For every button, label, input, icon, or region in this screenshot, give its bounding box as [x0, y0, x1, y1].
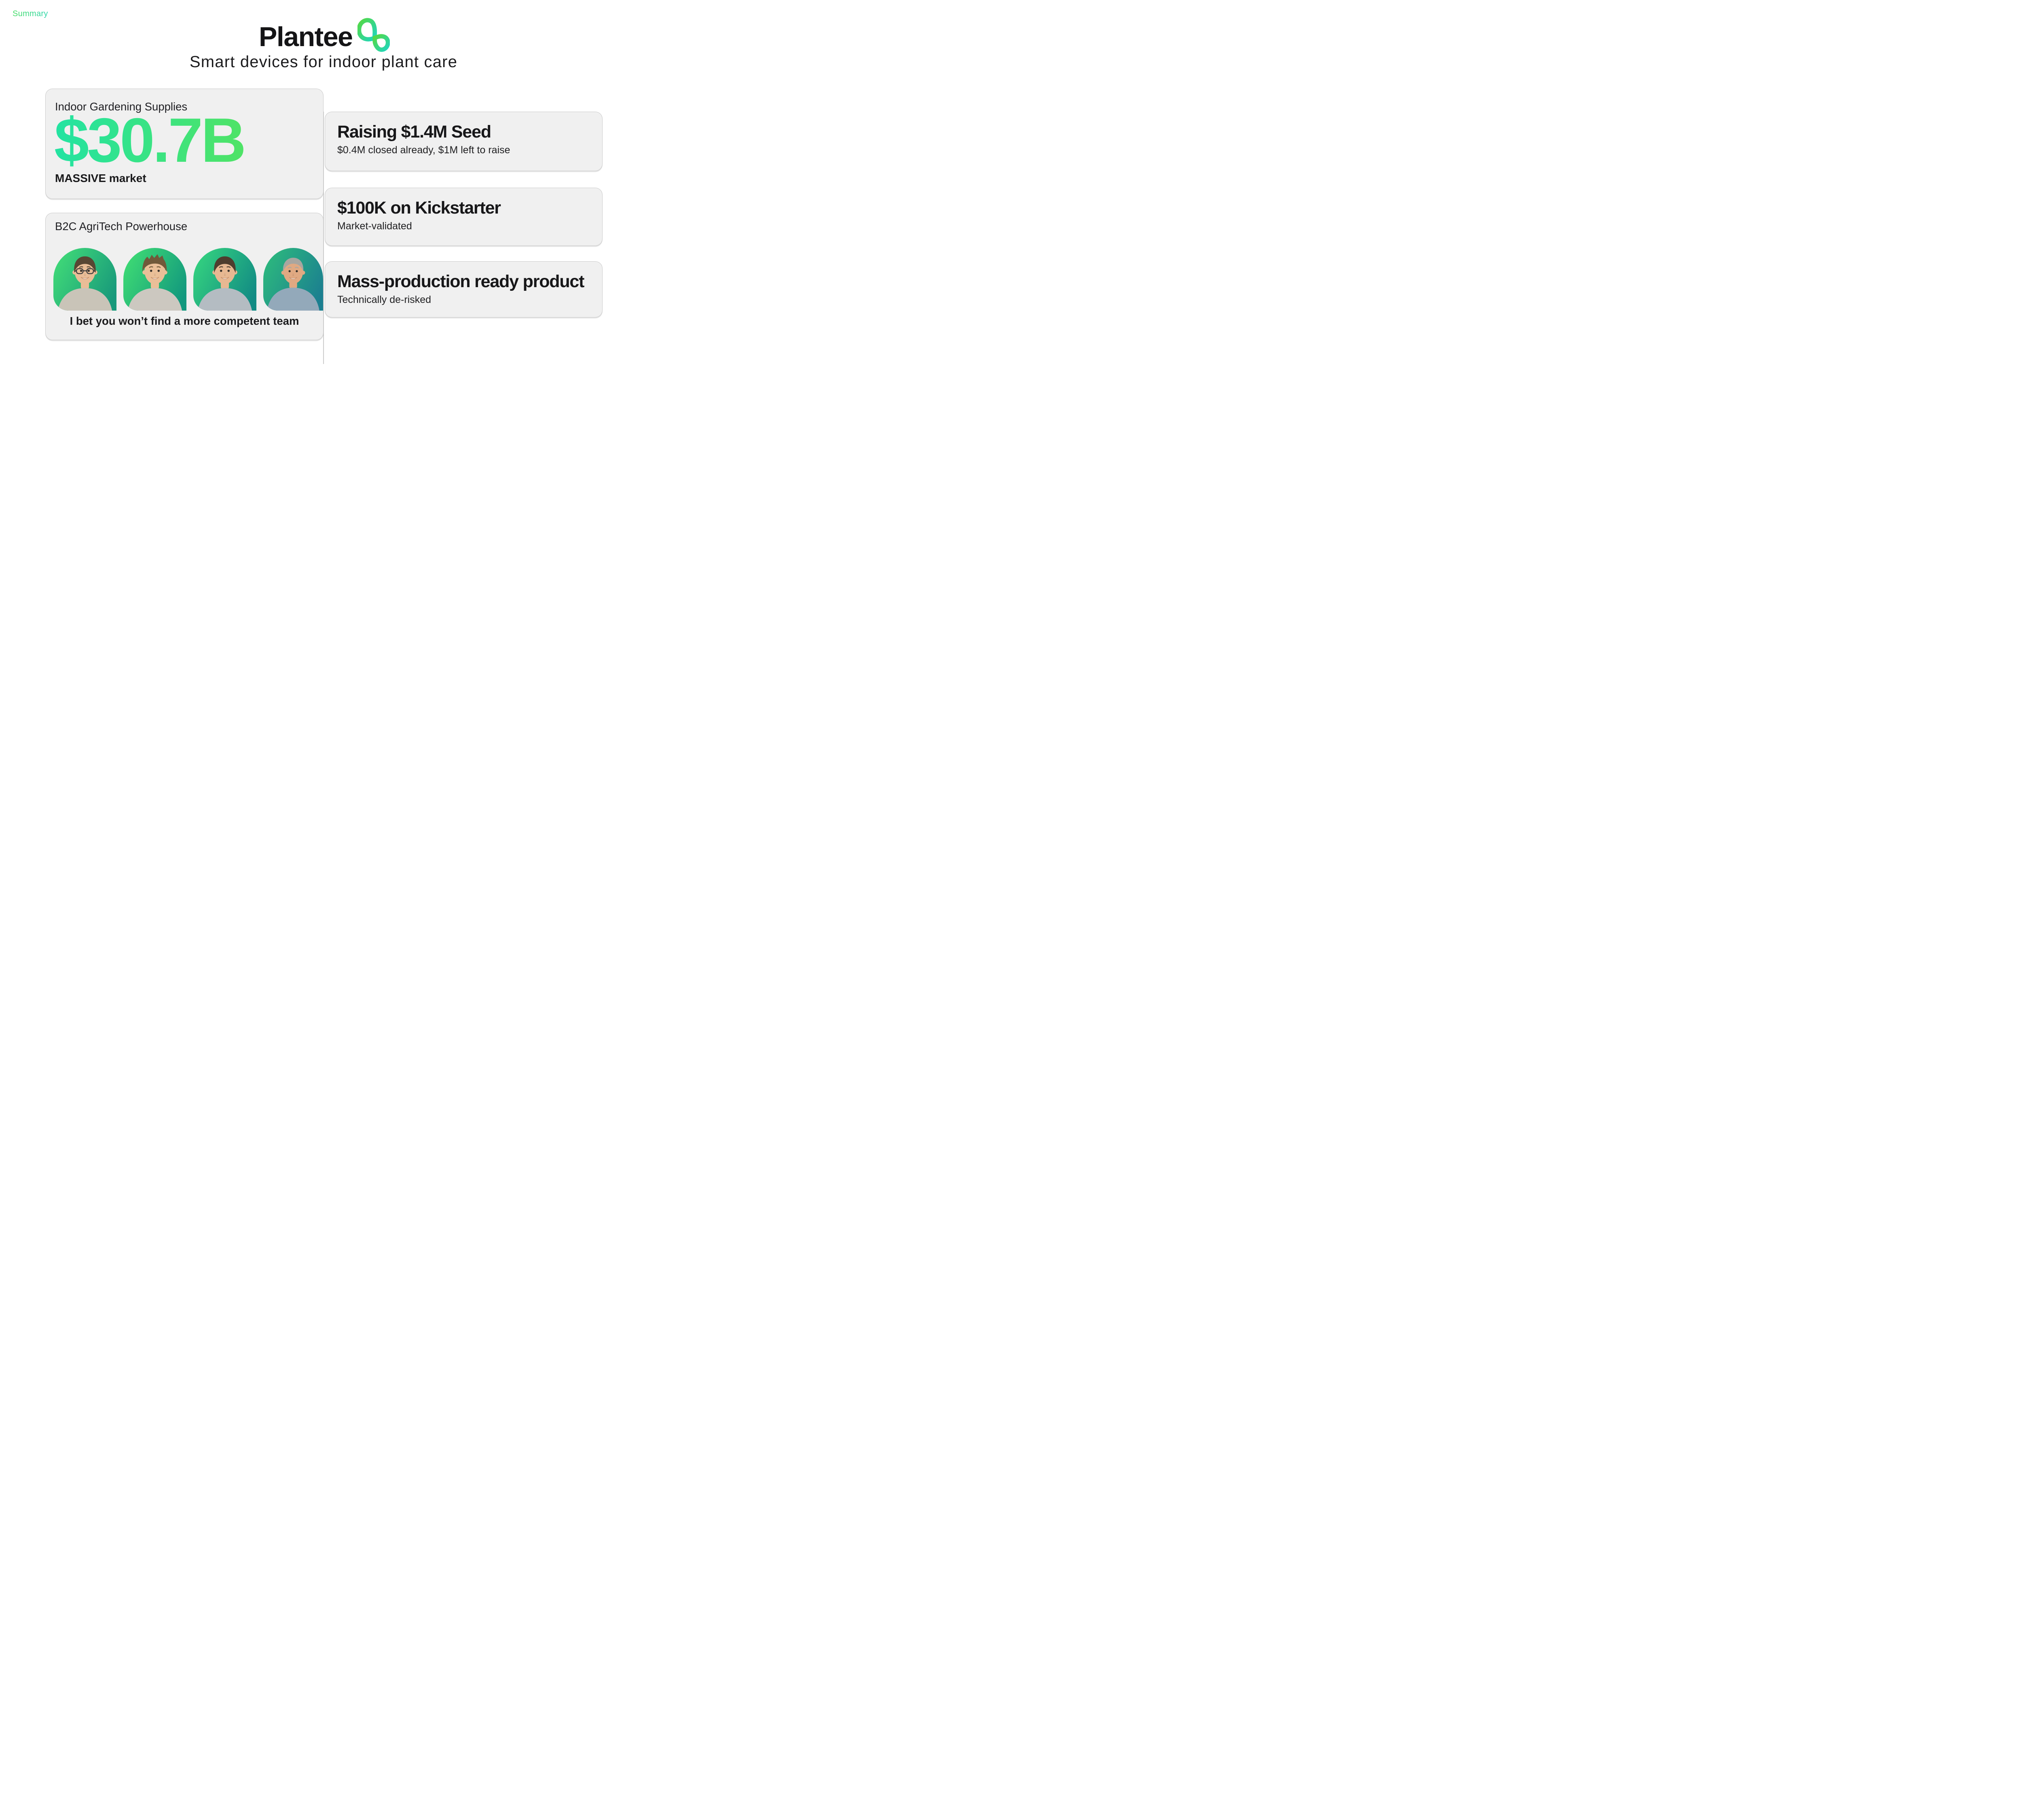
team-member-photo — [123, 248, 186, 311]
logo-wordmark: Plantee — [259, 21, 353, 52]
production-title: Mass-production ready product — [337, 272, 584, 291]
kickstarter-title: $100K on Kickstarter — [337, 198, 501, 218]
production-subtitle: Technically de-risked — [337, 294, 431, 305]
market-card-note: MASSIVE market — [55, 172, 146, 184]
team-card-title: B2C AgriTech Powerhouse — [55, 220, 188, 233]
team-member-photo — [263, 248, 323, 311]
team-card: B2C AgriTech Powerhouse — [45, 213, 324, 340]
production-card: Mass-production ready product Technicall… — [325, 261, 603, 317]
slide-section-label: Summary — [13, 9, 48, 18]
market-size-value: $30.7B — [54, 105, 246, 175]
market-card: Indoor Gardening Supplies $30.7B MASSIVE… — [45, 89, 324, 199]
seed-round-subtitle: $0.4M closed already, $1M left to raise — [337, 144, 510, 156]
kickstarter-card: $100K on Kickstarter Market-validated — [325, 188, 603, 246]
team-member-photo — [193, 248, 256, 311]
market-card-title: Indoor Gardening Supplies — [55, 100, 188, 113]
plantee-leaf-logo-icon — [357, 18, 390, 53]
kickstarter-subtitle: Market-validated — [337, 220, 412, 232]
seed-round-card: Raising $1.4M Seed $0.4M closed already,… — [325, 112, 603, 171]
slide-subtitle: Smart devices for indoor plant care — [189, 53, 458, 71]
team-member-photo — [53, 248, 116, 311]
seed-round-title: Raising $1.4M Seed — [337, 122, 491, 142]
column-divider-line — [323, 112, 324, 364]
slide-canvas: Summary Plantee Smart devices for indoor… — [0, 0, 647, 364]
team-photos — [53, 248, 323, 311]
team-card-caption: I bet you won’t find a more competent te… — [70, 315, 299, 327]
